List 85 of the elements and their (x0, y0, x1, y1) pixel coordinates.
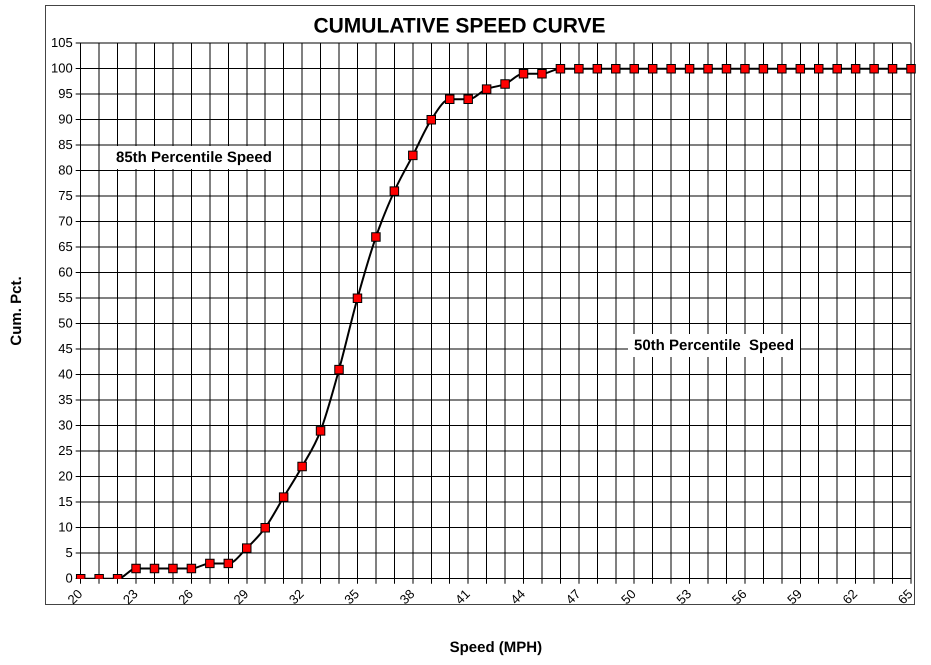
point (556, 64, 566, 74)
y-tick-label: 25 (58, 442, 73, 458)
point (832, 64, 842, 74)
point (352, 293, 362, 303)
y-tick-label: 60 (58, 264, 73, 280)
point (278, 492, 288, 502)
y-tick-label: 55 (58, 290, 73, 305)
annotation: 85th Percentile Speed (110, 146, 278, 169)
y-tick-label: 100 (50, 60, 73, 76)
point (371, 232, 381, 242)
point (390, 186, 400, 196)
point (850, 64, 860, 74)
point (740, 64, 750, 74)
point (186, 564, 196, 574)
point (814, 64, 824, 74)
y-tick-label: 35 (58, 392, 73, 407)
point (334, 364, 344, 374)
y-tick-label: 70 (58, 213, 73, 228)
y-tick-label: 10 (58, 519, 73, 534)
x-tick-label: 62 (839, 586, 860, 608)
point (592, 64, 602, 74)
point (648, 64, 658, 74)
chart-title: CUMULATIVE SPEED CURVE (313, 14, 606, 38)
y-tick-label: 40 (58, 366, 73, 382)
point (666, 64, 676, 74)
x-tick-label: 29 (230, 586, 252, 608)
x-tick-label: 65 (894, 586, 916, 608)
x-tick-label: 47 (562, 586, 584, 608)
point (224, 558, 234, 568)
x-tick-label: 41 (452, 586, 473, 608)
point (906, 64, 916, 74)
x-tick-label: 26 (175, 586, 196, 608)
x-tick-label: 44 (507, 586, 528, 608)
y-tick-label: 20 (58, 468, 73, 484)
y-tick-label: 50 (58, 315, 73, 330)
point (426, 114, 436, 124)
annotation: 50th Percentile Speed (628, 334, 800, 357)
point (242, 543, 252, 553)
y-tick-label: 95 (58, 86, 73, 101)
x-tick-label: 23 (120, 586, 141, 608)
point (537, 69, 547, 79)
y-tick-label: 80 (58, 162, 73, 178)
point (168, 564, 178, 574)
y-tick-label: 45 (58, 340, 73, 356)
point (518, 69, 528, 79)
point (869, 64, 879, 74)
x-tick-label: 53 (673, 586, 694, 608)
y-tick-label: 15 (58, 494, 73, 509)
x-tick-label: 59 (784, 586, 805, 608)
point (611, 64, 621, 74)
point (482, 84, 492, 94)
point (758, 64, 768, 74)
x-tick-label: 38 (396, 586, 418, 608)
y-tick-label: 85 (58, 136, 73, 152)
y-tick-label: 75 (58, 188, 73, 203)
y-tick-label: 0 (65, 570, 73, 586)
point (888, 64, 898, 74)
y-tick-label: 90 (58, 111, 73, 126)
point (722, 64, 732, 74)
point (205, 558, 215, 568)
x-tick-label: 32 (286, 586, 307, 608)
x-tick-label: 35 (341, 586, 362, 608)
y-axis-title: Cum. Pct. (8, 276, 26, 346)
point (777, 64, 787, 74)
point (500, 79, 510, 89)
point (316, 426, 326, 436)
y-tick-label: 65 (58, 238, 73, 254)
point (463, 94, 473, 104)
point (131, 564, 141, 574)
point (796, 64, 806, 74)
y-tick-label: 105 (50, 34, 73, 50)
point (297, 462, 307, 472)
point (444, 94, 454, 104)
x-axis-title: Speed (MPH) (450, 639, 542, 656)
point (150, 564, 160, 574)
point (684, 64, 694, 74)
point (703, 64, 713, 74)
point (408, 150, 418, 160)
point (629, 64, 639, 74)
x-tick-label: 50 (618, 586, 639, 608)
point (574, 64, 584, 74)
y-tick-label: 30 (58, 417, 73, 432)
x-tick-label: 56 (728, 586, 750, 608)
point (260, 522, 270, 532)
y-tick-label: 5 (65, 544, 73, 560)
